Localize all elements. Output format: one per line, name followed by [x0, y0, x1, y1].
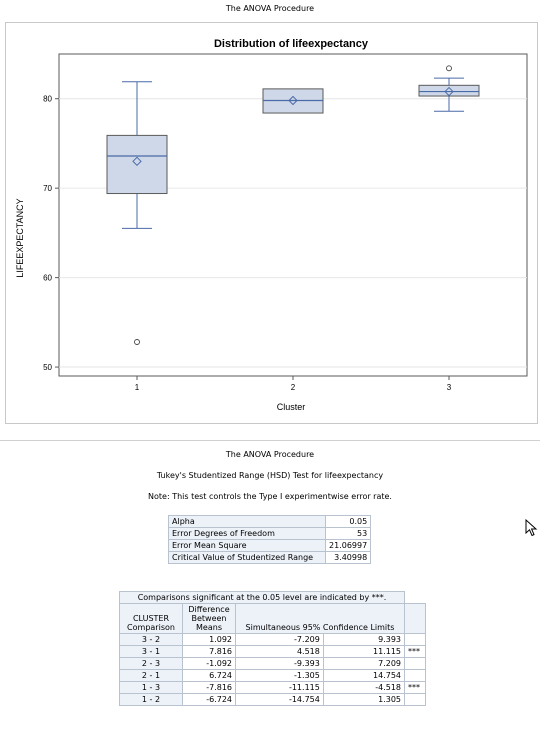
mean-marker — [444, 86, 454, 97]
significance-flag: *** — [404, 645, 426, 658]
comparison-label: 3 - 1 — [119, 645, 183, 658]
significance-flag — [404, 693, 426, 706]
summary-value: 21.06997 — [324, 539, 372, 552]
outlier-point — [134, 339, 140, 345]
summary-value: 3.40998 — [324, 551, 372, 564]
comparison-label: 2 - 1 — [119, 669, 183, 682]
summary-row: Error Mean Square 21.06997 — [168, 539, 372, 552]
summary-row: Error Degrees of Freedom 53 — [168, 527, 372, 540]
y-axis-label: LIFEEXPECTANCY — [15, 198, 25, 277]
comparison-row: 1 - 3 -7.816 -11.115 -4.518 *** — [119, 681, 426, 694]
comparison-row: 1 - 2 -6.724 -14.754 1.305 — [119, 693, 426, 706]
y-tick-label: 60 — [43, 274, 52, 283]
significance-flag — [404, 669, 426, 682]
lower-limit: -11.115 — [235, 681, 324, 694]
x-tick-label: 2 — [291, 383, 296, 392]
comparison-row: 2 - 3 -1.092 -9.393 7.209 — [119, 657, 426, 670]
outlier-point — [446, 65, 452, 72]
difference-value: -1.092 — [182, 657, 236, 670]
lower-limit: -7.209 — [235, 633, 324, 646]
lower-limit: 4.518 — [235, 645, 324, 658]
summary-row: Critical Value of Studentized Range 3.409… — [168, 551, 372, 564]
difference-value: -7.816 — [182, 681, 236, 694]
significance-flag — [404, 633, 426, 646]
comparison-label: 1 - 2 — [119, 693, 183, 706]
difference-value: 1.092 — [182, 633, 236, 646]
box — [106, 134, 168, 195]
summary-row: Alpha 0.05 — [168, 515, 372, 528]
comparison-row: 2 - 1 6.724 -1.305 14.754 — [119, 669, 426, 682]
summary-label: Error Mean Square — [168, 539, 326, 552]
upper-limit: 9.393 — [322, 633, 406, 646]
x-axis-label: Cluster — [277, 402, 306, 412]
header-confidence-limits: Simultaneous 95% Confidence Limits — [235, 603, 405, 634]
lower-limit: -9.393 — [235, 657, 324, 670]
test-title: Tukey's Studentized Range (HSD) Test for… — [156, 471, 384, 480]
upper-limit: 1.305 — [322, 693, 406, 706]
mean-marker — [132, 156, 142, 167]
x-tick-label: 3 — [447, 383, 452, 392]
boxplot-chart: Distribution of lifeexpectancy Cluster L… — [5, 22, 538, 424]
difference-value: -6.724 — [182, 693, 236, 706]
chart-title: Distribution of lifeexpectancy — [214, 38, 369, 50]
upper-limit: 7.209 — [322, 657, 406, 670]
comparison-label: 2 - 3 — [119, 657, 183, 670]
header-cluster-comparison: CLUSTER Comparison — [119, 603, 183, 634]
boxplot-svg: Distribution of lifeexpectancy Cluster L… — [15, 38, 528, 412]
y-tick-label: 70 — [43, 184, 52, 193]
header-significance — [404, 603, 426, 634]
difference-value: 6.724 — [182, 669, 236, 682]
comparison-label: 1 - 3 — [119, 681, 183, 694]
y-tick-label: 50 — [43, 363, 52, 372]
comparisons-table: Comparisons significant at the 0.05 leve… — [119, 591, 426, 706]
comparison-label: 3 - 2 — [119, 633, 183, 646]
comparison-row: 3 - 2 1.092 -7.209 9.393 — [119, 633, 426, 646]
section-divider — [0, 440, 540, 441]
summary-label: Error Degrees of Freedom — [168, 527, 326, 540]
x-tick-label: 1 — [135, 383, 140, 392]
comparisons-caption: Comparisons significant at the 0.05 leve… — [119, 591, 405, 604]
upper-limit: -4.518 — [322, 681, 406, 694]
y-tick-label: 80 — [43, 95, 52, 104]
upper-limit: 11.115 — [322, 645, 406, 658]
summary-table: Alpha 0.05 Error Degrees of Freedom 53 Error… — [168, 515, 372, 564]
test-note: Note: This test controls the Type I expe… — [148, 492, 392, 501]
comparison-row: 3 - 1 7.816 4.518 11.115 *** — [119, 645, 426, 658]
summary-label: Critical Value of Studentized Range — [168, 551, 326, 564]
summary-value: 0.05 — [324, 515, 372, 528]
mouse-pointer-icon — [525, 519, 538, 537]
proc-title-2: The ANOVA Procedure — [225, 450, 315, 459]
significance-flag: *** — [404, 681, 426, 694]
significance-flag — [404, 657, 426, 670]
lower-limit: -14.754 — [235, 693, 324, 706]
proc-title: The ANOVA Procedure — [225, 4, 315, 13]
upper-limit: 14.754 — [322, 669, 406, 682]
lower-limit: -1.305 — [235, 669, 324, 682]
mean-marker — [288, 95, 298, 106]
summary-value: 53 — [324, 527, 372, 540]
header-difference: Difference Between Means — [182, 603, 236, 634]
difference-value: 7.816 — [182, 645, 236, 658]
summary-label: Alpha — [168, 515, 326, 528]
